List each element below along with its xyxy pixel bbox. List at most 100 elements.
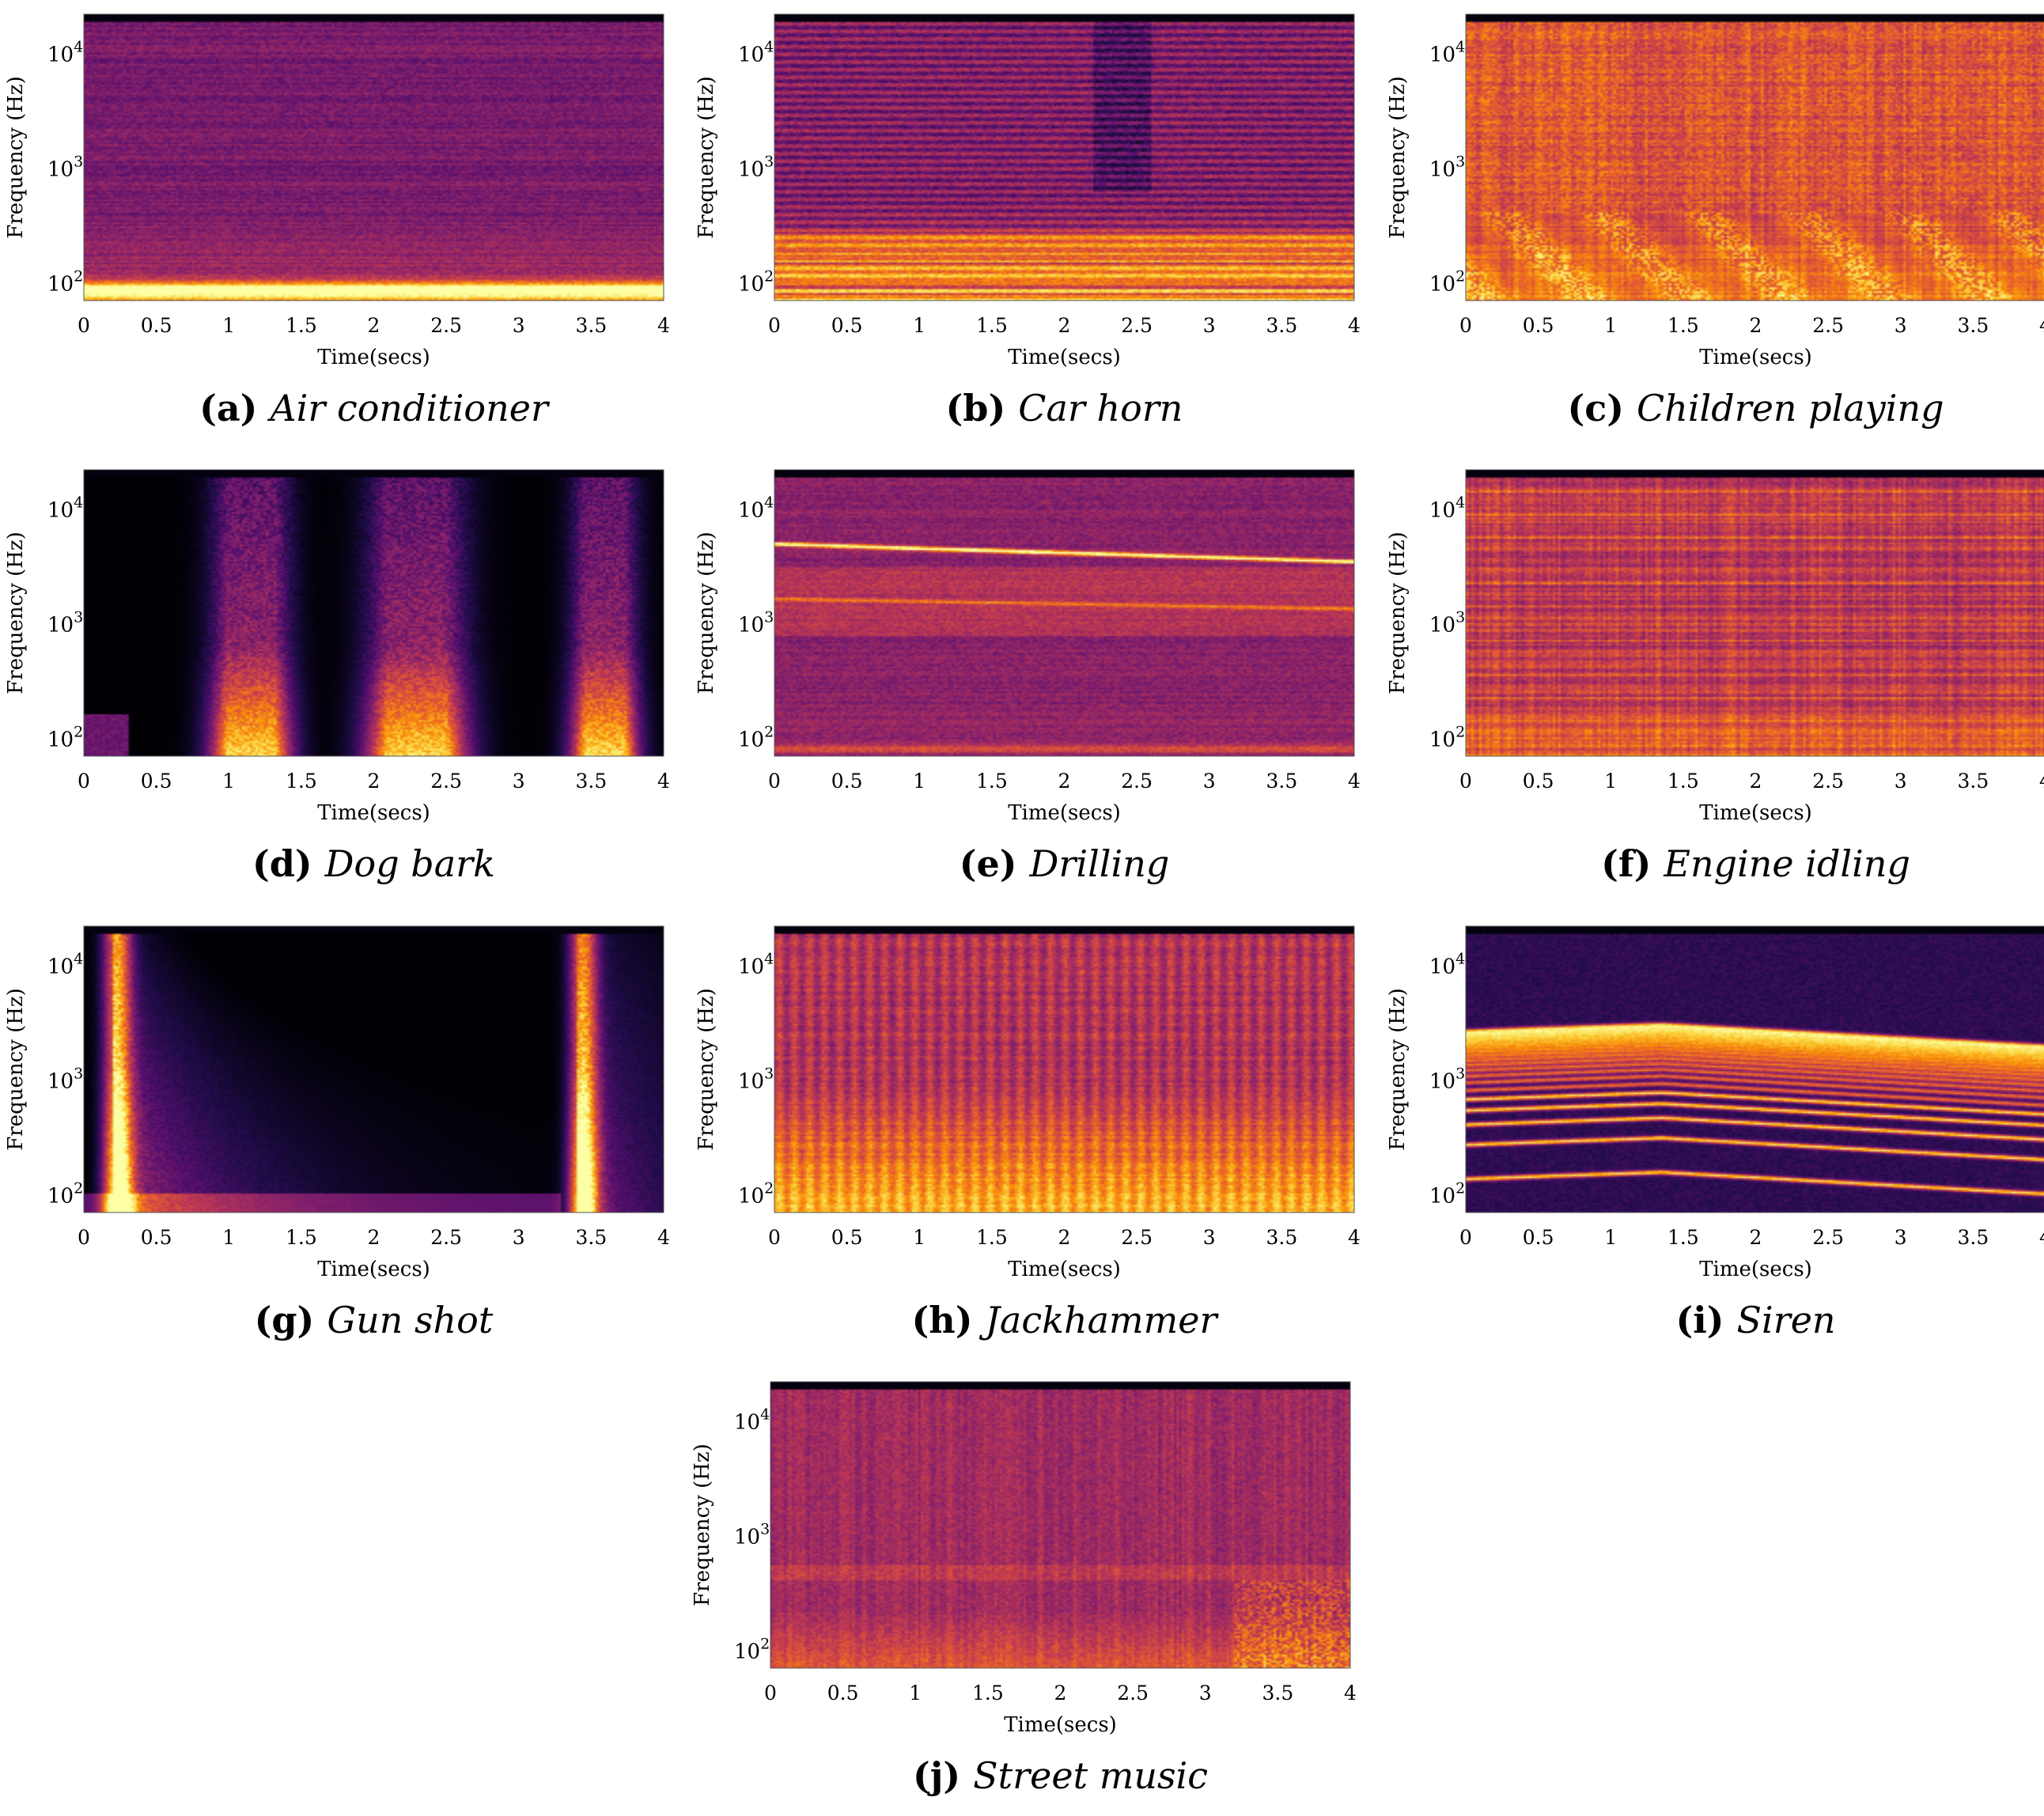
spectrogram-heatmap (84, 470, 664, 756)
panel-caption: (a) Air conditioner (199, 387, 551, 429)
x-tick-label: 3 (513, 314, 525, 337)
x-tick-label: 3.5 (575, 1226, 607, 1249)
x-tick-label: 2 (368, 1226, 380, 1249)
x-tick-label: 2 (1750, 1226, 1762, 1249)
x-tick-label: 1 (1604, 314, 1617, 337)
panel-caption: (h) Jackhammer (911, 1299, 1219, 1341)
panel-caption-title: Siren (1736, 1299, 1835, 1341)
panel-caption-title: Drilling (1029, 842, 1170, 885)
y-tick-label: 104 (1429, 951, 1465, 979)
x-tick-label: 0 (768, 770, 781, 793)
y-tick-label: 103 (47, 153, 83, 182)
panel-caption-title: Gun shot (327, 1299, 494, 1341)
x-tick-label: 2 (1058, 314, 1071, 337)
y-axis-label: Frequency (Hz) (1386, 532, 1410, 694)
y-tick-label: 104 (738, 39, 774, 67)
x-tick-label: 2.5 (1121, 314, 1153, 337)
y-tick-label: 102 (1429, 724, 1465, 752)
y-tick-label: 104 (47, 39, 83, 67)
panel-caption: (e) Drilling (960, 842, 1170, 885)
x-axis-label: Time(secs) (1004, 1713, 1117, 1737)
x-tick-label: 0 (1459, 314, 1472, 337)
y-tick-label: 102 (47, 1180, 83, 1209)
x-tick-label: 0.5 (827, 1682, 859, 1704)
panel-caption-label: (c) (1567, 387, 1637, 429)
x-tick-label: 1.5 (976, 770, 1008, 793)
y-axis-label: Frequency (Hz) (4, 988, 28, 1151)
x-tick-label: 3 (1203, 1226, 1216, 1249)
panel-caption-title: Street music (973, 1754, 1208, 1797)
x-tick-label: 2 (1054, 1682, 1067, 1704)
plot-frame (1465, 925, 2044, 1213)
x-tick-label: 3 (1894, 314, 1907, 337)
x-tick-label: 3.5 (575, 314, 607, 337)
x-tick-label: 0.5 (831, 770, 863, 793)
x-tick-label: 0.5 (831, 314, 863, 337)
spectrogram-heatmap (1466, 926, 2044, 1213)
x-tick-label: 3.5 (1266, 314, 1297, 337)
y-tick-label: 103 (1429, 153, 1465, 182)
y-tick-label: 102 (1429, 1180, 1465, 1209)
panel-caption-label: (f) (1601, 842, 1664, 885)
panel-caption-title: Air conditioner (267, 387, 551, 429)
x-tick-label: 0.5 (141, 314, 172, 337)
x-tick-label: 0 (78, 770, 90, 793)
x-tick-label: 2.5 (430, 1226, 462, 1249)
plot-frame (774, 925, 1355, 1213)
x-tick-label: 1 (222, 1226, 235, 1249)
y-tick-label: 102 (47, 724, 83, 752)
x-axis-label: Time(secs) (317, 1258, 430, 1281)
y-tick-label: 103 (1429, 609, 1465, 637)
y-tick-label: 104 (738, 951, 774, 979)
x-axis-label: Time(secs) (1008, 346, 1121, 369)
x-axis-label: Time(secs) (1008, 801, 1121, 825)
panel-caption-label: (d) (252, 842, 325, 885)
y-axis-label: Frequency (Hz) (1386, 76, 1410, 239)
x-tick-label: 2.5 (430, 770, 462, 793)
x-tick-label: 1.5 (1667, 770, 1699, 793)
x-tick-label: 0.5 (141, 1226, 172, 1249)
plot-frame (83, 13, 664, 301)
x-tick-label: 1 (222, 770, 235, 793)
spectrogram-heatmap (774, 926, 1354, 1213)
x-tick-label: 2 (1058, 770, 1071, 793)
panel-caption: (b) Car horn (946, 387, 1183, 429)
panel-caption-title: Engine idling (1663, 842, 1910, 885)
y-tick-label: 104 (1429, 494, 1465, 523)
plot-frame (83, 469, 664, 757)
x-tick-label: 4 (2039, 770, 2044, 793)
x-axis-label: Time(secs) (1008, 1258, 1121, 1281)
x-tick-label: 3.5 (1957, 770, 1989, 793)
x-tick-label: 1 (222, 314, 235, 337)
y-tick-label: 104 (47, 951, 83, 979)
x-axis-label: Time(secs) (317, 801, 430, 825)
x-tick-label: 4 (2039, 314, 2044, 337)
x-tick-label: 3.5 (1266, 770, 1297, 793)
x-axis-label: Time(secs) (1699, 346, 1812, 369)
x-tick-label: 4 (1348, 314, 1361, 337)
panel-caption: (j) Street music (913, 1754, 1208, 1797)
y-tick-label: 102 (734, 1636, 770, 1664)
x-axis-label: Time(secs) (1699, 1258, 1812, 1281)
x-tick-label: 4 (657, 770, 670, 793)
x-tick-label: 4 (1348, 1226, 1361, 1249)
x-tick-label: 0.5 (1523, 770, 1554, 793)
y-tick-label: 103 (738, 1065, 774, 1094)
spectrogram-panel-b: 0 0.5 1 1.5 2 2.5 3 3.5 4 102 103 104 Time(secs) Freq… (695, 13, 1361, 429)
x-tick-label: 3 (1894, 770, 1907, 793)
plot-frame (774, 13, 1355, 301)
x-tick-label: 2 (1750, 770, 1762, 793)
plot-frame (770, 1381, 1351, 1669)
spectrogram-panel-f: 0 0.5 1 1.5 2 2.5 3 3.5 4 102 103 104 Time(secs) Freq… (1386, 469, 2044, 885)
spectrogram-panel-c: 0 0.5 1 1.5 2 2.5 3 3.5 4 102 103 104 Time(secs) Freq… (1386, 13, 2044, 429)
x-tick-label: 2.5 (1121, 770, 1153, 793)
x-tick-label: 3 (1199, 1682, 1212, 1704)
x-tick-label: 3.5 (1262, 1682, 1293, 1704)
x-tick-label: 3.5 (1957, 1226, 1989, 1249)
plot-frame (774, 469, 1355, 757)
x-tick-label: 2.5 (1812, 314, 1844, 337)
x-tick-label: 2.5 (1121, 1226, 1153, 1249)
x-tick-label: 3.5 (575, 770, 607, 793)
panel-caption-title: Dog bark (324, 842, 495, 885)
